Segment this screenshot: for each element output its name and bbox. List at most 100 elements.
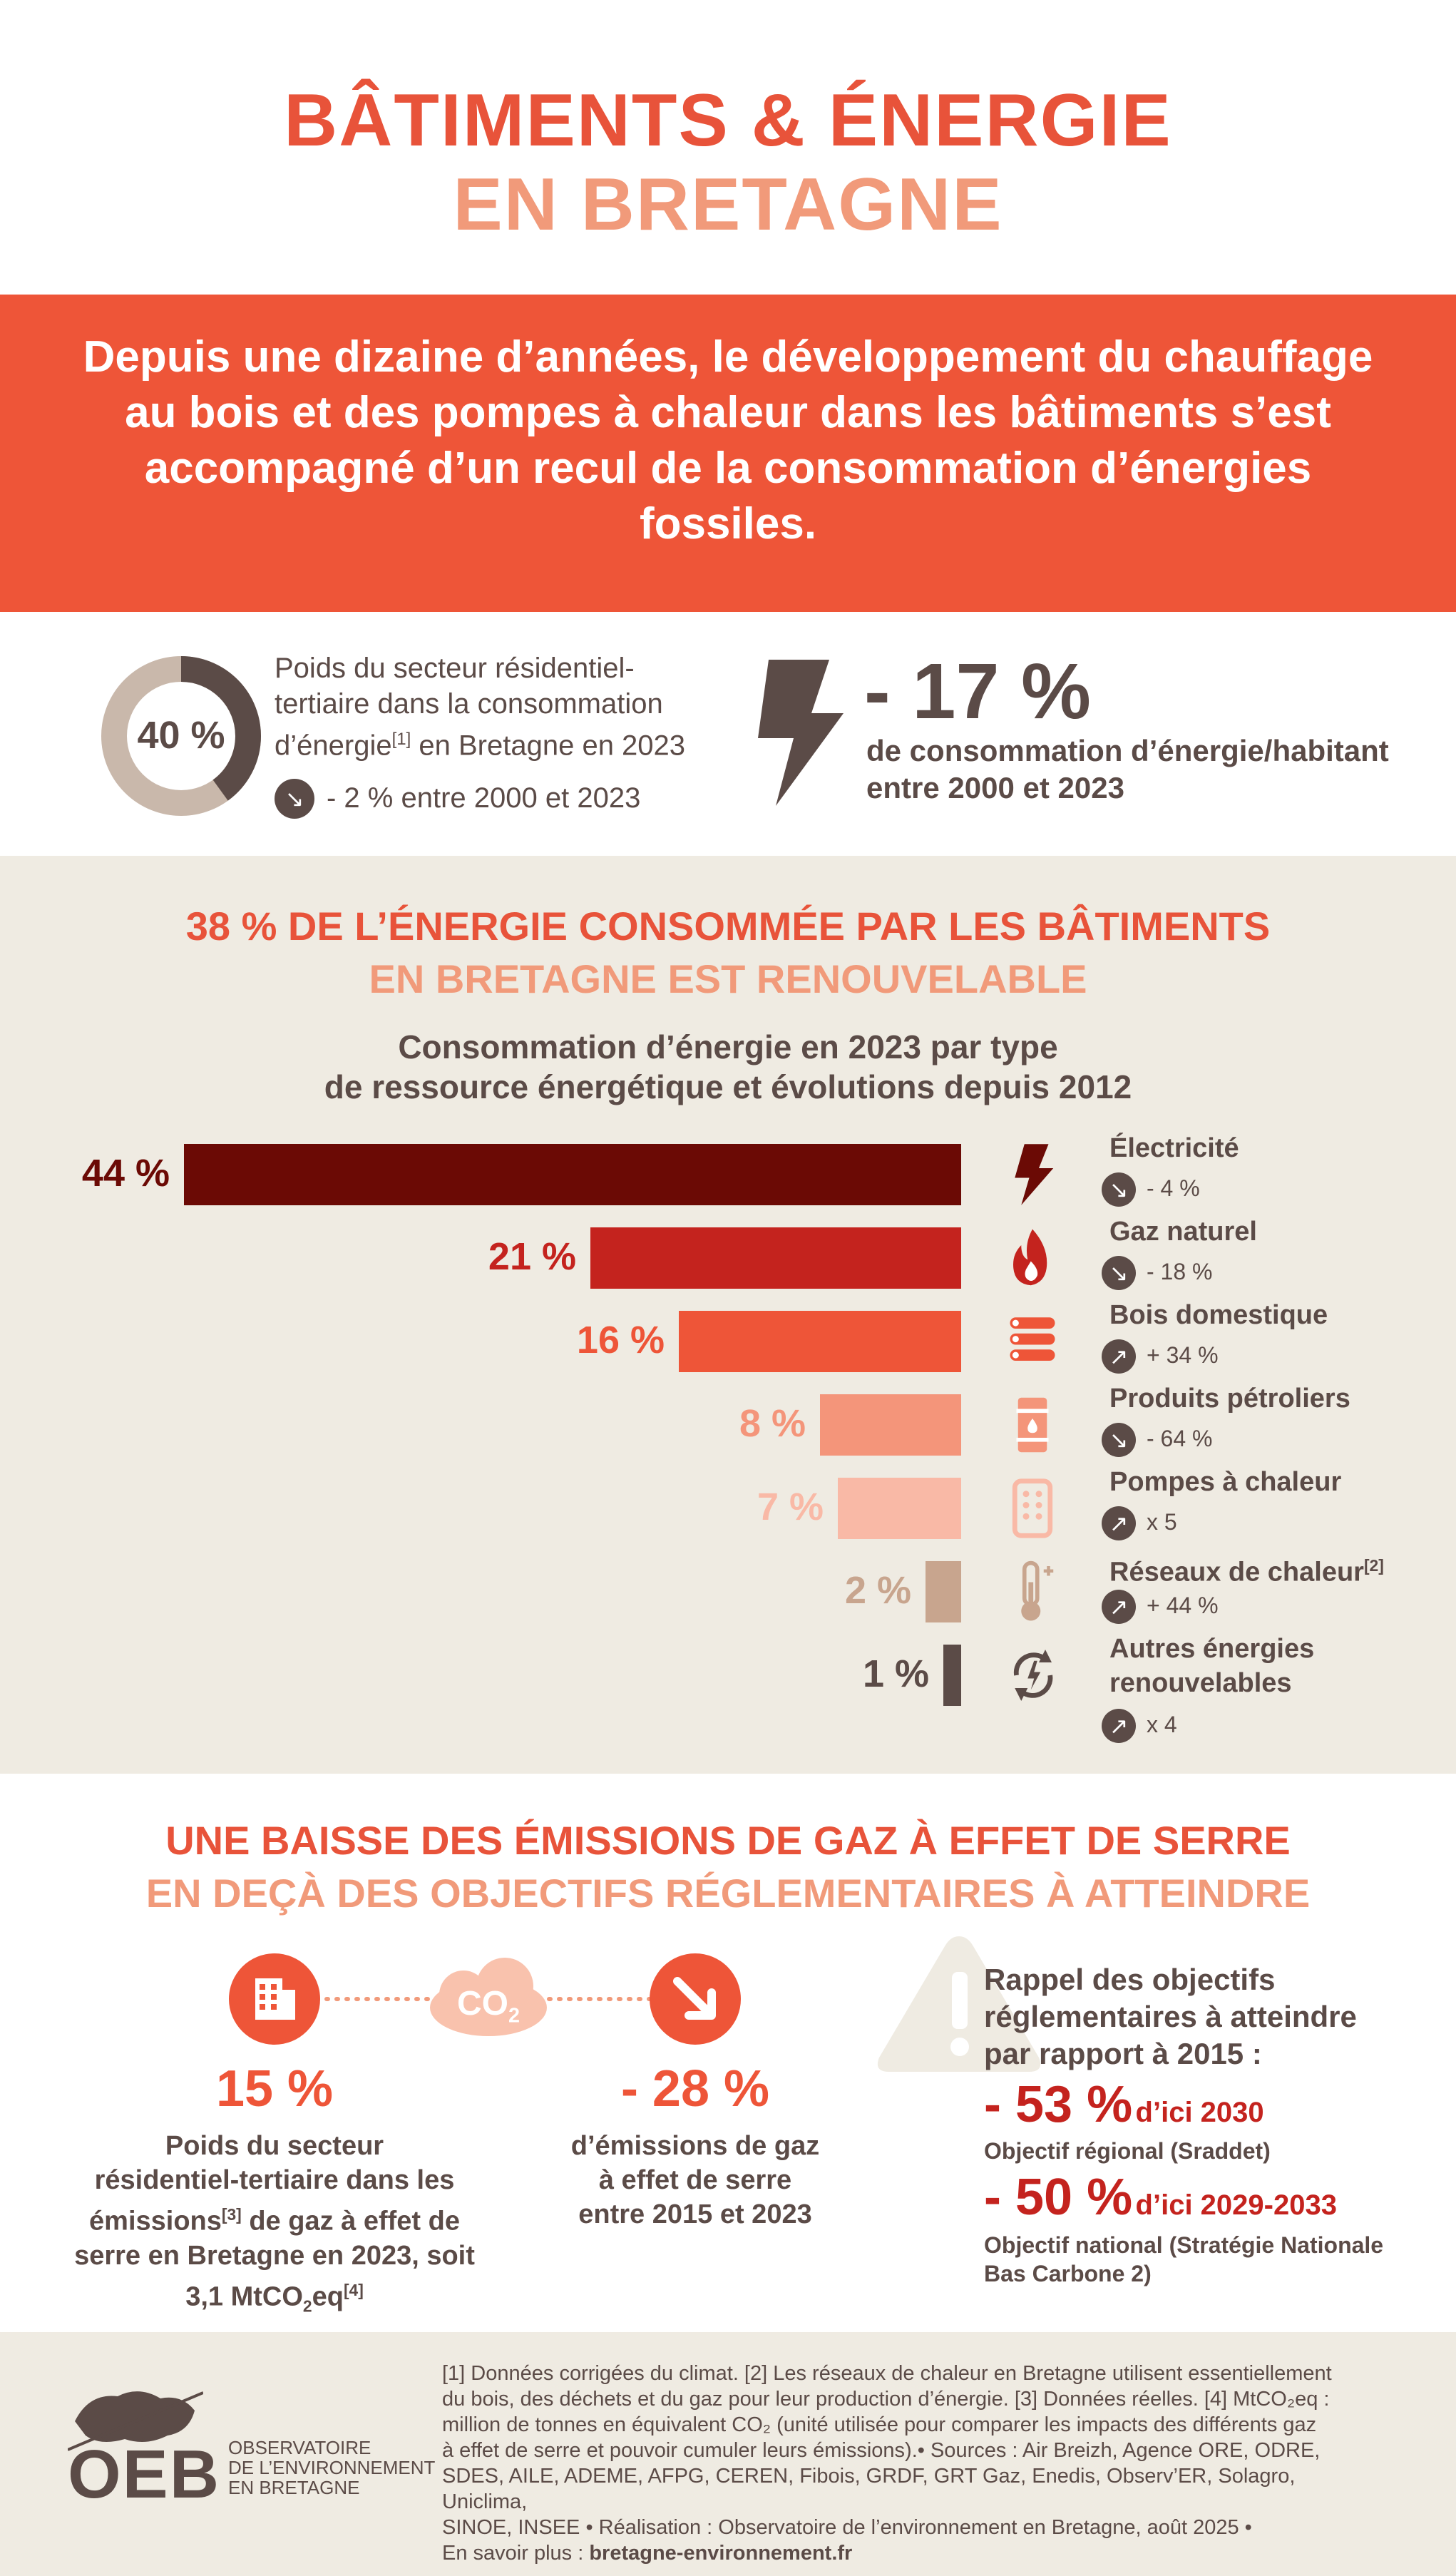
regional-goal-desc: Objectif régional (Sraddet) [984, 2138, 1271, 2164]
emissions-change-line1: d’émissions de gaz [570, 2131, 820, 2161]
chart-subtitle-line1: Consommation d’énergie en 2023 par type [398, 1028, 1058, 1065]
flame-icon [1013, 1229, 1047, 1286]
category-name-text-5: Pompes à chaleur [1109, 1467, 1342, 1497]
energy-bar-chart: 44 % Électricité ↘ - 4 % 21 % Gaz naturel ↘ - 1… [0, 1127, 1456, 1754]
category-name-4: Produits pétroliers [1109, 1381, 1423, 1416]
arrow-up-icon: ↗ [1102, 1339, 1136, 1374]
sector-weight-line3: d’énergie[1] en Bretagne en 2023 [275, 722, 745, 763]
sector-weight-line1: Poids du secteur résidentiel- [275, 653, 635, 684]
category-name-text-3: Bois domestique [1109, 1300, 1328, 1330]
sector-emissions-line5-sub: 2 [302, 2296, 312, 2315]
oeb-logo-sub1: OBSERVATOIRE [228, 2437, 371, 2458]
main-title-line1: BÂTIMENTS & ÉNERGIE [284, 79, 1172, 162]
bar-value-label-1: 44 % [81, 1152, 170, 1195]
bar-value-label-4: 8 % [739, 1402, 806, 1445]
footer-line5: SDES, AILE, ADEME, AFPG, CEREN, Fibois, … [442, 2465, 1296, 2513]
bar-value-label-2: 21 % [488, 1235, 576, 1278]
sector-weight-text: Poids du secteur résidentiel- tertiaire … [275, 650, 745, 763]
footer-line6: SINOE, INSEE • Réalisation : Observatoir… [442, 2516, 1252, 2539]
category-change-4: - 64 % [1147, 1426, 1213, 1451]
sector-weight-change: - 2 % entre 2000 et 2023 [327, 782, 641, 814]
goals-intro: Rappel des objectifs réglementaires à at… [984, 1961, 1440, 2072]
sector-emissions-line5-a: 3,1 MtCO [185, 2281, 303, 2312]
national-goal-deadline: d’ici 2029-2033 [1135, 2189, 1337, 2221]
national-goal-desc: Objectif national (Stratégie Nationale B… [984, 2231, 1447, 2288]
flow-connector [324, 1958, 652, 2036]
goals-intro-line1: Rappel des objectifs [984, 1963, 1276, 1996]
national-goal-desc-line1: Objectif national (Stratégie Nationale [984, 2232, 1384, 2258]
regional-goal-value: - 53 % [984, 2076, 1133, 2133]
arrow-up-icon: ↗ [1102, 1709, 1136, 1743]
arrow-down-icon: ↘ [1102, 1423, 1136, 1457]
footer [0, 2332, 1456, 2576]
footer-line2: du bois, des déchets et du gaz pour leur… [442, 2388, 1330, 2411]
sector-weight-line3-a: d’énergie [275, 730, 392, 762]
intro-banner [0, 295, 1456, 612]
category-name-text-2: Gaz naturel [1109, 1217, 1257, 1247]
thermometer-icon [1021, 1560, 1054, 1621]
footer-line7: En savoir plus : bretagne-environnement.… [442, 2540, 1369, 2566]
category-change-2: - 18 % [1147, 1259, 1213, 1284]
oeb-logo-sub3: EN BRETAGNE [228, 2477, 360, 2498]
emissions-title-line2: EN DEÇÀ DES OBJECTIFS RÉGLEMENTAIRES À A… [145, 1871, 1311, 1916]
bar-4 [820, 1394, 961, 1456]
sector-emissions-line3: émissions[3] de gaz à effet de [61, 2197, 488, 2239]
regional-goal-deadline: d’ici 2030 [1135, 2097, 1264, 2128]
category-name-1: Électricité [1109, 1131, 1423, 1165]
footer-website-link[interactable]: bretagne-environnement.fr [589, 2542, 853, 2565]
footer-line3: million de tonnes en équivalent CO₂ (uni… [442, 2413, 1317, 2436]
heat-pump-icon [1012, 1478, 1053, 1538]
oeb-logo-subtitle: OBSERVATOIRE DE L’ENVIRONNEMENT EN BRETA… [228, 2438, 435, 2498]
footer-line1: [1] Données corrigées du climat. [2] Les… [442, 2362, 1332, 2385]
emissions-change-value: - 28 % [620, 2060, 770, 2117]
category-change-1: - 4 % [1147, 1175, 1200, 1201]
regional-goal: - 53 % d’ici 2030 [984, 2075, 1440, 2134]
lightning-icon [758, 660, 844, 806]
emissions-title-line1: UNE BAISSE DES ÉMISSIONS DE GAZ À EFFET … [165, 1818, 1291, 1863]
emissions-change-line3: entre 2015 et 2023 [578, 2199, 812, 2229]
arrow-down-icon: ↘ [1102, 1256, 1136, 1290]
arrow-up-icon: ↗ [1102, 1506, 1136, 1540]
bar-value-label-6: 2 % [844, 1569, 911, 1612]
category-change-5: x 5 [1147, 1509, 1177, 1535]
oeb-logo-sub2: DE L’ENVIRONNEMENT [228, 2457, 436, 2478]
arrow-down-icon: ↘ [275, 779, 314, 819]
sector-emissions-line3-a: émissions [89, 2206, 222, 2237]
oeb-logo-map-icon [68, 2391, 203, 2451]
donut-value-label: 40 % [137, 714, 225, 757]
oil-barrel-icon [1016, 1397, 1049, 1453]
sector-emissions-value: 15 % [215, 2060, 334, 2117]
building-icon [229, 1953, 320, 2045]
category-name-6: Réseaux de chaleur[2] [1109, 1548, 1423, 1590]
renewable-title-line2: EN BRETAGNE EST RENOUVELABLE [369, 956, 1087, 1001]
sector-weight-line2: tertiaire dans la consommation [275, 688, 663, 720]
donut-value-arc [101, 656, 261, 816]
category-name-text-6: Réseaux de chaleur [1109, 1557, 1364, 1588]
sector-weight-line3-b: en Bretagne en 2023 [411, 730, 686, 762]
footnote-ref-4: [4] [343, 2280, 364, 2299]
bar-3 [679, 1311, 961, 1372]
co2-subscript: 2 [508, 2004, 520, 2028]
main-title-line2: EN BRETAGNE [453, 163, 1003, 246]
chart-subtitle-line2: de ressource énergétique et évolutions d… [324, 1068, 1132, 1105]
co2-label: CO2 [417, 1984, 560, 2028]
footer-more-label: En savoir plus : [442, 2542, 590, 2565]
energy-per-capita-line1: de consommation d’énergie/habitant [866, 734, 1389, 767]
energy-per-capita-line2: entre 2000 et 2023 [866, 771, 1124, 804]
category-name-5: Pompes à chaleur [1109, 1465, 1423, 1499]
sector-emissions-line1: Poids du secteur [165, 2131, 384, 2161]
bar-5 [838, 1478, 961, 1539]
national-goal-value: - 50 % [984, 2169, 1133, 2226]
lightning-icon [1015, 1144, 1054, 1205]
category-name-2: Gaz naturel [1109, 1215, 1423, 1249]
decrease-arrow-icon [650, 1953, 741, 2045]
intro-banner-text: Depuis une dizaine d’années, le développ… [83, 332, 1373, 548]
category-name-3: Bois domestique [1109, 1298, 1423, 1332]
sector-emissions-line5: 3,1 MtCO2eq[4] [61, 2273, 488, 2323]
category-change-7: x 4 [1147, 1712, 1177, 1737]
renewable-cycle-icon [1013, 1650, 1053, 1701]
national-goal: - 50 % d’ici 2029-2033 [984, 2168, 1447, 2227]
warning-icon [877, 1936, 1041, 2072]
arrow-up-icon: ↗ [1102, 1590, 1136, 1624]
oeb-logo-text: OEB [68, 2436, 221, 2513]
